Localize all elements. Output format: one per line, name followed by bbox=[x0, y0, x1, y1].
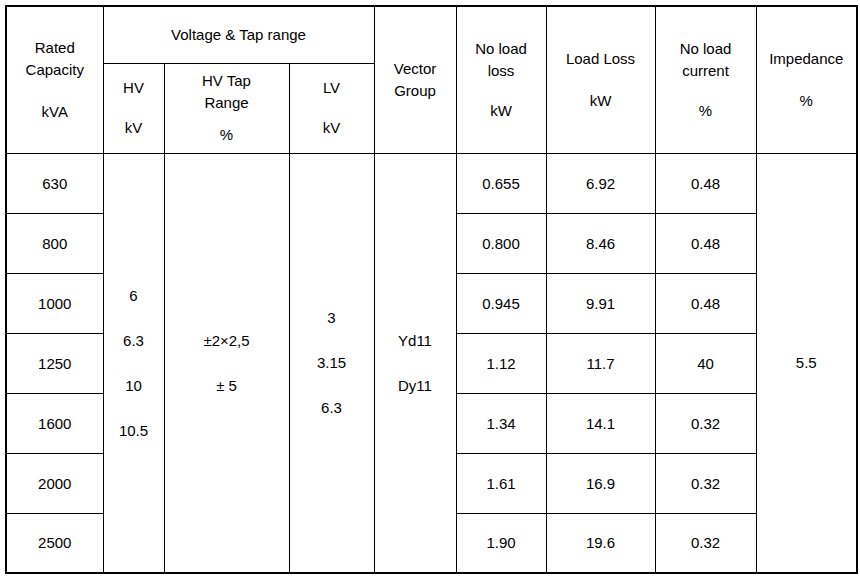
capacity-cell: 1000 bbox=[6, 273, 103, 333]
header-load-loss-title: Load Loss bbox=[566, 48, 635, 70]
header-hv-title: HV bbox=[123, 77, 144, 99]
load-loss-cell: 11.7 bbox=[546, 333, 655, 393]
hv-value: 10.5 bbox=[119, 408, 148, 453]
header-hv-unit: kV bbox=[125, 117, 143, 139]
load-loss-cell: 8.46 bbox=[546, 213, 655, 273]
header-hv-tap-range-title: HV Tap Range bbox=[192, 70, 262, 114]
header-rated-capacity: Rated Capacity kVA bbox=[6, 6, 103, 153]
header-vector-group-title: Vector Group bbox=[388, 58, 443, 102]
header-impedance-unit: % bbox=[800, 90, 813, 112]
header-lv-title: LV bbox=[323, 77, 340, 99]
load-loss-cell: 6.92 bbox=[546, 153, 655, 213]
header-hv-tap-range: HV Tap Range % bbox=[164, 63, 289, 153]
load-loss-cell: 19.6 bbox=[546, 513, 655, 573]
header-impedance: Impedance % bbox=[756, 6, 857, 153]
lv-values-cell: 3 3.15 6.3 bbox=[289, 153, 374, 573]
header-lv-unit: kV bbox=[323, 117, 341, 139]
hv-value: 10 bbox=[125, 363, 142, 408]
load-loss-cell: 9.91 bbox=[546, 273, 655, 333]
load-loss-cell: 16.9 bbox=[546, 453, 655, 513]
header-load-loss-unit: kW bbox=[590, 90, 612, 112]
header-impedance-title: Impedance bbox=[769, 48, 843, 70]
header-voltage-tap-range: Voltage & Tap range bbox=[103, 6, 374, 63]
no-load-current-cell: 0.32 bbox=[655, 393, 756, 453]
hv-value: 6.3 bbox=[123, 318, 144, 363]
hv-tap-range-value: ±2×2,5 bbox=[203, 318, 249, 363]
header-rated-capacity-unit: kVA bbox=[42, 101, 68, 123]
capacity-cell: 2000 bbox=[6, 453, 103, 513]
hv-values-cell: 6 6.3 10 10.5 bbox=[103, 153, 164, 573]
no-load-current-cell: 0.48 bbox=[655, 273, 756, 333]
hv-value: 6 bbox=[129, 273, 137, 318]
capacity-cell: 630 bbox=[6, 153, 103, 213]
no-load-loss-cell: 0.800 bbox=[456, 213, 546, 273]
no-load-current-cell: 40 bbox=[655, 333, 756, 393]
vector-group-values-cell: Yd11 Dy11 bbox=[374, 153, 456, 573]
header-no-load-loss-unit: kW bbox=[490, 100, 512, 122]
no-load-loss-cell: 0.945 bbox=[456, 273, 546, 333]
header-rated-capacity-title: Rated Capacity bbox=[20, 37, 90, 81]
header-no-load-loss-title: No load loss bbox=[471, 38, 531, 82]
capacity-cell: 2500 bbox=[6, 513, 103, 573]
transformer-spec-table: Rated Capacity kVA Voltage & Tap range V… bbox=[5, 5, 858, 574]
header-no-load-current-title: No load current bbox=[676, 38, 736, 82]
header-vector-group: Vector Group bbox=[374, 6, 456, 153]
lv-value: 6.3 bbox=[321, 385, 342, 430]
header-lv: LV kV bbox=[289, 63, 374, 153]
no-load-loss-cell: 1.12 bbox=[456, 333, 546, 393]
lv-value: 3.15 bbox=[317, 340, 346, 385]
no-load-loss-cell: 1.61 bbox=[456, 453, 546, 513]
no-load-loss-cell: 1.90 bbox=[456, 513, 546, 573]
vector-group-value: Yd11 bbox=[398, 318, 432, 363]
header-no-load-current-unit: % bbox=[699, 100, 712, 122]
capacity-cell: 1600 bbox=[6, 393, 103, 453]
capacity-cell: 1250 bbox=[6, 333, 103, 393]
table-row: 630 6 6.3 10 10.5 ±2×2,5 ± 5 3 3.15 bbox=[6, 153, 857, 213]
vector-group-value: Dy11 bbox=[398, 363, 432, 408]
header-no-load-current: No load current % bbox=[655, 6, 756, 153]
lv-value: 3 bbox=[327, 295, 335, 340]
header-no-load-loss: No load loss kW bbox=[456, 6, 546, 153]
impedance-value-cell: 5.5 bbox=[756, 153, 857, 573]
hv-tap-range-value: ± 5 bbox=[216, 363, 237, 408]
header-row-top: Rated Capacity kVA Voltage & Tap range V… bbox=[6, 6, 857, 63]
header-hv: HV kV bbox=[103, 63, 164, 153]
header-load-loss: Load Loss kW bbox=[546, 6, 655, 153]
spec-table-container: Rated Capacity kVA Voltage & Tap range V… bbox=[5, 5, 858, 574]
no-load-current-cell: 0.48 bbox=[655, 153, 756, 213]
no-load-current-cell: 0.32 bbox=[655, 453, 756, 513]
hv-tap-range-values-cell: ±2×2,5 ± 5 bbox=[164, 153, 289, 573]
header-hv-tap-range-unit: % bbox=[220, 124, 233, 146]
no-load-loss-cell: 1.34 bbox=[456, 393, 546, 453]
no-load-current-cell: 0.32 bbox=[655, 513, 756, 573]
no-load-loss-cell: 0.655 bbox=[456, 153, 546, 213]
capacity-cell: 800 bbox=[6, 213, 103, 273]
load-loss-cell: 14.1 bbox=[546, 393, 655, 453]
no-load-current-cell: 0.48 bbox=[655, 213, 756, 273]
